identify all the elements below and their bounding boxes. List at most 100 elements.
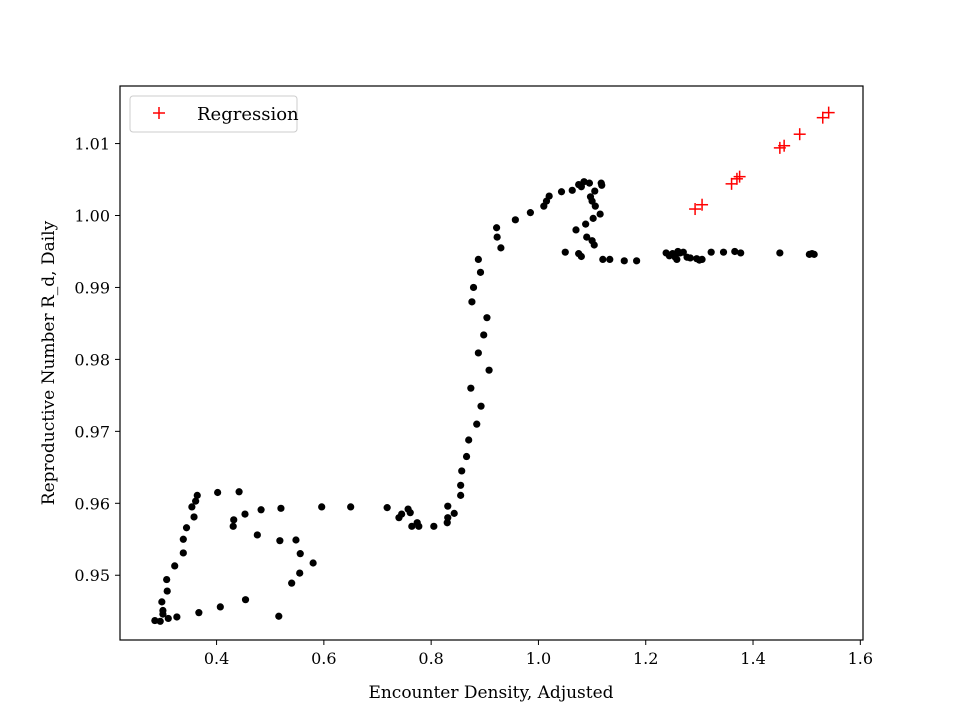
data-point xyxy=(318,503,326,511)
data-point xyxy=(474,349,482,357)
legend-label-regression: Regression xyxy=(197,104,299,125)
data-point xyxy=(179,535,187,543)
legend: Regression xyxy=(129,95,299,133)
data-point xyxy=(444,502,452,510)
y-axis-label: Reproductive Number R_d, Daily xyxy=(39,220,59,505)
plot-marks xyxy=(151,106,835,625)
data-point xyxy=(276,537,284,545)
data-point xyxy=(288,579,296,587)
x-tick-label: 0.4 xyxy=(204,649,229,668)
regression-point xyxy=(822,106,835,119)
data-point xyxy=(590,241,598,249)
data-point xyxy=(469,283,478,292)
y-tick-label: 1.00 xyxy=(74,207,110,226)
data-point xyxy=(235,488,243,496)
data-point xyxy=(296,569,304,577)
data-point xyxy=(465,436,473,444)
regression-point xyxy=(696,198,709,211)
data-point xyxy=(468,298,476,306)
data-point xyxy=(591,202,599,210)
data-point xyxy=(241,596,250,604)
data-point xyxy=(598,181,606,189)
data-point xyxy=(151,616,159,625)
data-point xyxy=(561,248,569,256)
data-point xyxy=(179,549,187,557)
data-point xyxy=(163,587,171,595)
data-point xyxy=(163,575,171,584)
data-point xyxy=(398,510,406,518)
regression-point xyxy=(689,203,702,216)
data-point xyxy=(583,233,591,241)
data-point xyxy=(347,503,355,511)
data-point xyxy=(511,216,519,224)
x-axis-label: Encounter Density, Adjusted xyxy=(368,683,613,703)
data-point xyxy=(159,606,167,615)
data-point xyxy=(599,255,607,263)
data-point xyxy=(415,522,423,530)
data-point xyxy=(480,331,488,339)
data-point xyxy=(473,420,481,428)
data-point xyxy=(430,522,438,530)
data-point xyxy=(545,192,553,200)
data-point xyxy=(444,514,452,522)
data-point xyxy=(296,550,304,558)
regression-point xyxy=(730,172,743,185)
data-point xyxy=(383,504,391,512)
data-point xyxy=(462,452,471,461)
data-point xyxy=(731,247,739,256)
regression-point xyxy=(778,139,791,152)
data-point xyxy=(497,244,505,252)
data-point xyxy=(253,531,261,539)
data-point xyxy=(526,209,534,217)
data-point xyxy=(458,467,466,475)
regression-point xyxy=(733,170,746,183)
data-point xyxy=(408,522,416,530)
data-point xyxy=(190,513,198,521)
data-point xyxy=(679,248,687,256)
data-point xyxy=(171,562,179,570)
data-point xyxy=(633,257,641,265)
data-point xyxy=(698,255,706,263)
data-point xyxy=(192,497,200,505)
data-point xyxy=(257,506,265,514)
regression-point xyxy=(793,128,806,141)
data-point xyxy=(457,481,465,489)
y-tick-label: 0.97 xyxy=(74,422,110,441)
data-point xyxy=(216,603,224,611)
data-point xyxy=(406,509,414,517)
y-tick-label: 0.98 xyxy=(74,350,110,369)
y-tick-label: 0.96 xyxy=(74,494,110,513)
data-point xyxy=(214,488,222,497)
data-point xyxy=(810,250,818,258)
data-point xyxy=(474,255,482,263)
y-tick-label: 0.99 xyxy=(74,278,110,297)
x-tick-label: 0.8 xyxy=(418,649,443,668)
data-point xyxy=(164,614,172,623)
data-point xyxy=(450,509,458,517)
legend-marker-regression xyxy=(153,107,165,119)
regression-point xyxy=(816,111,829,124)
data-point xyxy=(292,536,300,544)
data-point xyxy=(156,617,164,625)
data-point xyxy=(477,402,485,410)
x-tick-label: 1.6 xyxy=(848,649,873,668)
data-point xyxy=(275,612,283,620)
data-point xyxy=(585,179,594,187)
data-point xyxy=(158,598,166,606)
data-point xyxy=(476,268,485,276)
data-point xyxy=(483,314,491,322)
data-point xyxy=(719,248,728,256)
x-axis-ticks: 0.4 0.6 0.8 1.0 1.2 1.4 1.6 xyxy=(204,640,873,668)
data-point xyxy=(467,384,475,392)
y-axis-ticks: 0.95 0.96 0.97 0.98 0.99 1.00 1.01 xyxy=(74,135,120,585)
data-point xyxy=(492,224,501,232)
legend-box xyxy=(129,95,298,133)
data-point xyxy=(188,503,196,511)
data-point xyxy=(686,254,694,262)
data-point xyxy=(577,252,585,261)
x-tick-label: 0.6 xyxy=(311,649,336,668)
regression-point xyxy=(725,177,738,190)
y-tick-label: 0.95 xyxy=(74,566,110,585)
data-point xyxy=(596,210,604,218)
